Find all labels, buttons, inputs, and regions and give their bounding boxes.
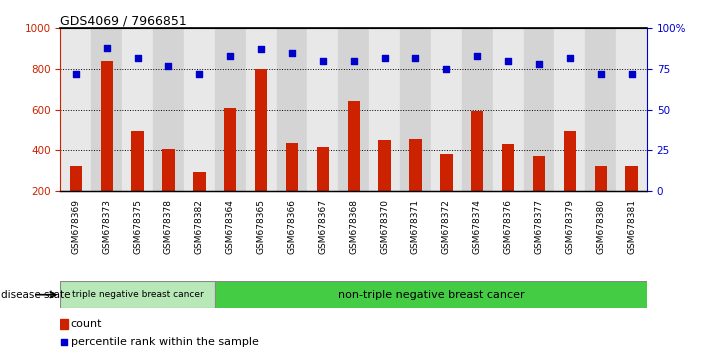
- Bar: [153, 28, 184, 191]
- Bar: [369, 28, 400, 191]
- Point: [235, 250, 246, 255]
- Text: count: count: [70, 319, 102, 329]
- Bar: [533, 155, 545, 232]
- Bar: [91, 28, 122, 191]
- Text: percentile rank within the sample: percentile rank within the sample: [70, 337, 259, 347]
- Point: [533, 61, 545, 67]
- Bar: [60, 319, 68, 329]
- Bar: [316, 147, 329, 232]
- Bar: [215, 28, 246, 191]
- Bar: [132, 131, 144, 232]
- Point: [379, 55, 390, 61]
- Point: [595, 71, 606, 77]
- Bar: [348, 101, 360, 232]
- Point: [471, 53, 483, 59]
- Bar: [616, 28, 647, 191]
- Bar: [493, 28, 523, 191]
- Point: [193, 71, 205, 77]
- Bar: [400, 28, 431, 191]
- Bar: [246, 28, 277, 191]
- Bar: [502, 144, 514, 232]
- Point: [317, 58, 328, 64]
- Point: [564, 55, 575, 61]
- Bar: [162, 149, 175, 232]
- Bar: [255, 69, 267, 232]
- Bar: [431, 28, 461, 191]
- Bar: [60, 28, 91, 191]
- Point: [410, 55, 421, 61]
- Bar: [461, 28, 493, 191]
- Point: [287, 50, 298, 56]
- Point: [255, 47, 267, 52]
- Text: non-triple negative breast cancer: non-triple negative breast cancer: [338, 290, 524, 300]
- Bar: [60, 281, 215, 308]
- Bar: [440, 154, 452, 232]
- Bar: [555, 28, 585, 191]
- Bar: [122, 28, 153, 191]
- Bar: [471, 111, 483, 232]
- Point: [132, 55, 144, 61]
- Bar: [564, 131, 576, 232]
- Bar: [338, 28, 369, 191]
- Text: disease state: disease state: [1, 290, 70, 300]
- Bar: [523, 28, 555, 191]
- Bar: [286, 143, 298, 232]
- Point: [503, 58, 514, 64]
- Point: [101, 45, 112, 51]
- Bar: [410, 139, 422, 232]
- Bar: [594, 166, 607, 232]
- Bar: [626, 166, 638, 232]
- Bar: [193, 172, 205, 232]
- Point: [441, 66, 452, 72]
- Bar: [215, 281, 647, 308]
- Text: triple negative breast cancer: triple negative breast cancer: [72, 290, 203, 299]
- Bar: [307, 28, 338, 191]
- Point: [626, 71, 637, 77]
- Bar: [184, 28, 215, 191]
- Bar: [100, 61, 113, 232]
- Bar: [585, 28, 616, 191]
- Bar: [70, 166, 82, 232]
- Bar: [277, 28, 307, 191]
- Point: [163, 63, 174, 69]
- Point: [225, 53, 236, 59]
- Bar: [224, 108, 236, 232]
- Bar: [378, 140, 391, 232]
- Text: GDS4069 / 7966851: GDS4069 / 7966851: [60, 14, 187, 27]
- Point: [70, 71, 82, 77]
- Point: [348, 58, 360, 64]
